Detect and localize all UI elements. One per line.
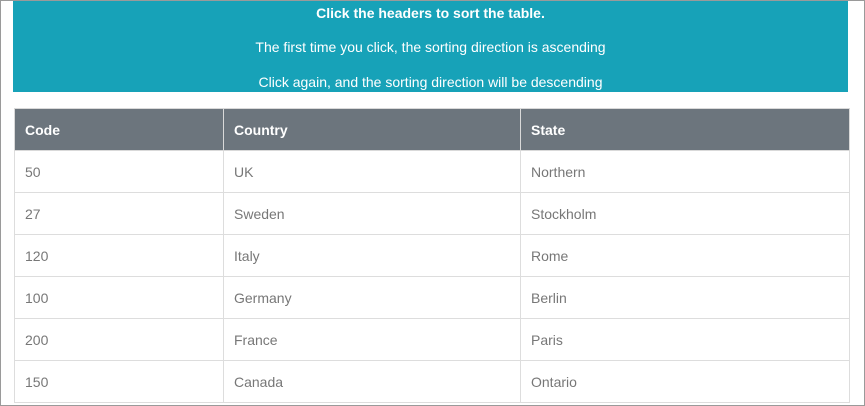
cell-code: 50 — [14, 150, 224, 193]
column-header-code[interactable]: Code — [14, 108, 224, 151]
cell-state: Ontario — [520, 360, 850, 403]
cell-state: Northern — [520, 150, 850, 193]
column-header-country[interactable]: Country — [223, 108, 521, 151]
instruction-descending: Click again, and the sorting direction w… — [258, 74, 603, 90]
table-row: 120 Italy Rome — [14, 234, 850, 277]
cell-code: 120 — [14, 234, 224, 277]
instruction-ascending: The first time you click, the sorting di… — [255, 39, 606, 55]
table-header-row: Code Country State — [14, 108, 850, 151]
cell-state: Stockholm — [520, 192, 850, 235]
cell-code: 27 — [14, 192, 224, 235]
cell-country: Italy — [223, 234, 521, 277]
table-row: 27 Sweden Stockholm — [14, 192, 850, 235]
table-row: 50 UK Northern — [14, 150, 850, 193]
cell-country: Germany — [223, 276, 521, 319]
cell-code: 200 — [14, 318, 224, 361]
cell-code: 100 — [14, 276, 224, 319]
table-row: 100 Germany Berlin — [14, 276, 850, 319]
cell-state: Paris — [520, 318, 850, 361]
sortable-table: Code Country State 50 UK Northern 27 Swe… — [14, 108, 850, 403]
cell-country: France — [223, 318, 521, 361]
column-header-state[interactable]: State — [520, 108, 850, 151]
instruction-title: Click the headers to sort the table. — [316, 5, 545, 21]
cell-country: Canada — [223, 360, 521, 403]
cell-code: 150 — [14, 360, 224, 403]
table-row: 150 Canada Ontario — [14, 360, 850, 403]
cell-state: Rome — [520, 234, 850, 277]
table-row: 200 France Paris — [14, 318, 850, 361]
cell-country: UK — [223, 150, 521, 193]
cell-country: Sweden — [223, 192, 521, 235]
cell-state: Berlin — [520, 276, 850, 319]
instructions-banner: Click the headers to sort the table. The… — [13, 1, 848, 92]
